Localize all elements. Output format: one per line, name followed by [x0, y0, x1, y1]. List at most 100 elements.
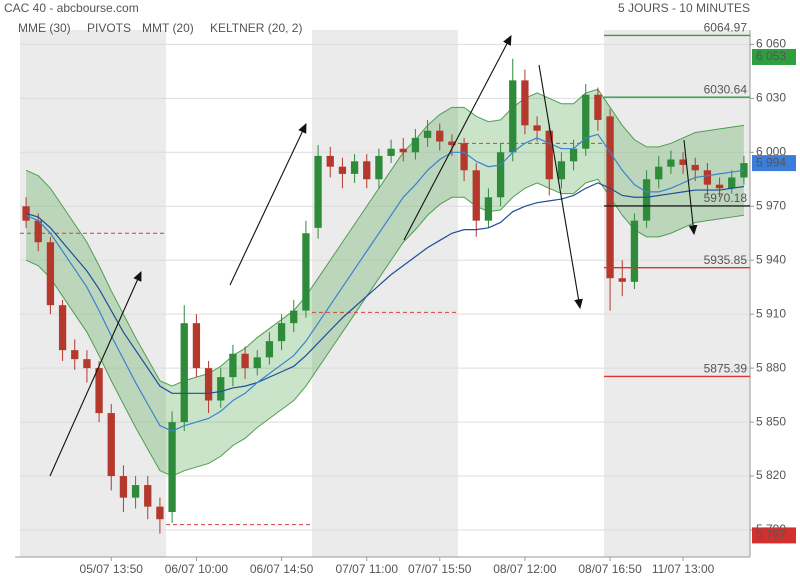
candle-body [423, 130, 432, 138]
candle-body [691, 164, 699, 171]
band-line [25, 178, 744, 477]
price-tag [752, 48, 796, 65]
candle-body [277, 323, 286, 342]
candle-body [107, 413, 115, 477]
legend-item: PIVOTS [87, 21, 131, 35]
y-tick-label: 6 030 [756, 91, 786, 105]
candle-body [630, 220, 639, 282]
candle-body [642, 179, 651, 221]
candle-body [338, 166, 347, 174]
candle-body [229, 353, 237, 378]
candle-body [34, 220, 42, 243]
candle-body [703, 170, 712, 185]
x-tick-label: 11/07 13:00 [652, 562, 715, 576]
y-tick-label: 5 970 [756, 198, 786, 212]
candle-body [241, 353, 249, 369]
candle-body [521, 80, 529, 126]
candle-body [290, 310, 298, 324]
candle-body [46, 242, 55, 306]
arrow [538, 64, 583, 310]
chart-subtitle: 5 JOURS - 10 MINUTES [618, 1, 750, 15]
x-tick-label: 06/07 10:00 [165, 562, 229, 576]
arrow [683, 139, 698, 236]
candle-body [594, 94, 602, 120]
candle-body [83, 359, 91, 369]
day-shade [604, 30, 750, 557]
candle-body [204, 368, 213, 401]
candle-body [618, 278, 626, 282]
candle-body [436, 130, 444, 142]
candle-body [363, 161, 371, 180]
price-tag-label: 5 787 [756, 528, 786, 542]
pivot-label: 5875.39 [704, 362, 748, 376]
x-tick-label: 07/07 15:50 [408, 562, 472, 576]
day-shade [20, 30, 166, 557]
candle-body [533, 125, 541, 131]
candle-body [655, 166, 663, 180]
candle-body [119, 476, 128, 498]
candle-body [728, 177, 736, 189]
day-shade [312, 30, 458, 557]
candle-body [509, 80, 517, 153]
candle-body [582, 94, 590, 149]
candle-body [156, 506, 164, 520]
band-line [25, 88, 744, 387]
candle-body [448, 141, 456, 146]
arrow [49, 270, 142, 477]
plot-background [20, 30, 750, 557]
candle-body [715, 184, 724, 189]
candle-body [265, 341, 274, 358]
annotation-arrows [49, 35, 698, 477]
candle-body [667, 159, 675, 167]
candle-body [314, 155, 322, 228]
candle-body [192, 323, 201, 369]
arrow [229, 123, 307, 286]
x-tick-label: 05/07 13:50 [80, 562, 144, 576]
pivot-label: 5935.85 [704, 253, 748, 267]
y-tick-label: 5 820 [756, 468, 786, 482]
moving-average [25, 133, 745, 432]
y-tick-label: 5 880 [756, 360, 786, 374]
candle-body [496, 152, 505, 198]
candle-body [411, 137, 420, 153]
candle-body [557, 161, 566, 180]
candle-body [606, 116, 614, 279]
price-tag-label: 5 994 [756, 155, 786, 169]
candle-body [131, 485, 140, 498]
price-tag-label: 6 053 [756, 49, 786, 63]
candle-body [58, 305, 67, 351]
candle-body [217, 377, 225, 401]
x-tick-label: 08/07 12:00 [493, 562, 557, 576]
legend-item: MME (30) [18, 21, 71, 35]
candle-body [350, 161, 359, 174]
candle-body [144, 485, 152, 507]
y-tick-label: 5 910 [756, 306, 786, 320]
candle-body [472, 170, 480, 221]
candle-body [569, 148, 578, 162]
y-tick-label: 5 850 [756, 414, 786, 428]
arrow [403, 35, 512, 241]
y-tick-label: 6 060 [756, 37, 786, 51]
candle-body [168, 422, 176, 513]
x-tick-label: 06/07 14:50 [250, 562, 314, 576]
candle-body [387, 148, 395, 156]
legend-item: MMT (20) [142, 21, 194, 35]
price-tag [752, 155, 796, 172]
candle-body [253, 357, 261, 369]
candle-body [460, 143, 468, 171]
x-tick-label: 07/07 11:00 [335, 562, 398, 576]
moving-average [25, 182, 745, 394]
candle-body [484, 197, 493, 221]
candle-body [302, 233, 310, 311]
candle-body [22, 206, 30, 221]
candle-body [399, 148, 407, 153]
pivot-label: 6064.97 [704, 21, 748, 35]
candle-body [326, 155, 334, 167]
chart-title: CAC 40 - abcbourse.com [4, 1, 139, 15]
pivot-label: 5970.18 [704, 191, 748, 205]
candle-body [679, 159, 687, 165]
y-tick-label: 5 940 [756, 252, 786, 266]
candle-body [95, 368, 103, 414]
y-tick-label: 6 000 [756, 144, 786, 158]
pivot-label: 6030.64 [704, 82, 748, 96]
